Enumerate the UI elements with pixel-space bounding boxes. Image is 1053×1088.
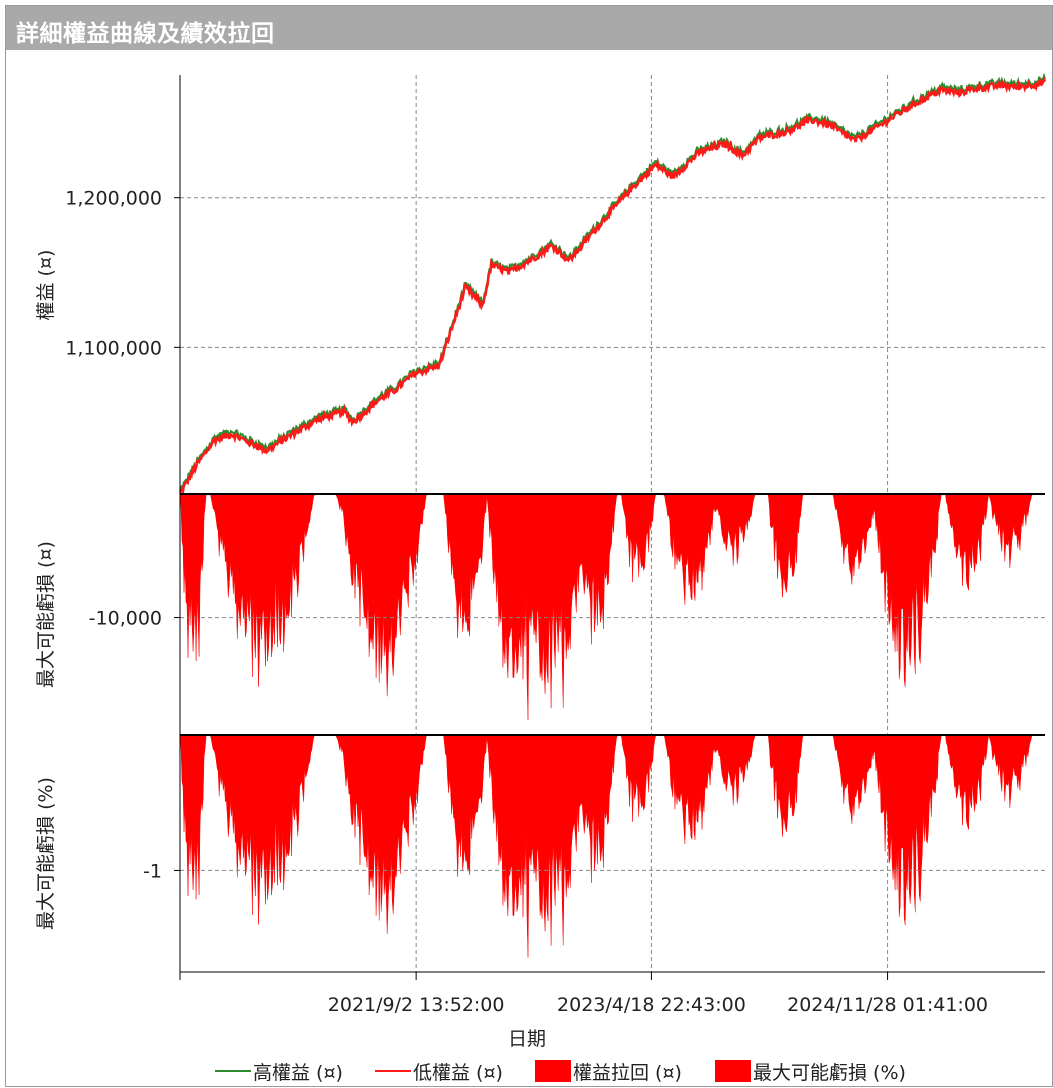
drawdown-area-pct [179, 734, 1045, 958]
legend-label-low-equity: 低權益 (¤) [413, 1061, 503, 1084]
equity-tick-label-1: 1,200,000 [65, 188, 162, 210]
drawdown-area-abs [179, 493, 1045, 721]
equity-axis-title: 權益 (¤) [35, 250, 57, 321]
legend-label-equity-pullback: 權益拉回 (¤) [573, 1061, 682, 1084]
legend-swatch-low-equity [375, 1070, 411, 1072]
x-tick-label-1: 2023/4/18 22:43:00 [557, 994, 746, 1016]
drawdown-axis-title-abs: 最大可能虧損 (¤) [35, 541, 57, 688]
legend-item-equity-pullback: 權益拉回 (¤) [535, 1058, 682, 1084]
equity-drawdown-chart: 1,100,000 1,200,000 權益 (¤) -10,000 最大可能虧損 (¤… [35, 72, 1047, 1050]
window-title: 詳細權益曲線及績效拉回 [16, 21, 275, 47]
x-tick-label-0: 2021/9/2 13:52:00 [328, 994, 505, 1016]
x-tick-label-2: 2024/11/28 01:41:00 [787, 994, 988, 1016]
drawdown-tick-label-abs-0: -10,000 [89, 608, 162, 630]
legend-label-high-equity: 高權益 (¤) [253, 1061, 343, 1084]
legend-item-high-equity: 高權益 (¤) [215, 1058, 343, 1084]
legend: 高權益 (¤) 低權益 (¤) 權益拉回 (¤) 最大可能虧損 (%) [0, 1058, 1053, 1084]
legend-item-max-loss-pct: 最大可能虧損 (%) [715, 1058, 906, 1084]
x-axis-title: 日期 [508, 1028, 546, 1050]
legend-label-max-loss-pct: 最大可能虧損 (%) [753, 1061, 906, 1084]
title-bar: 詳細權益曲線及績效拉回 [6, 6, 1052, 50]
legend-swatch-high-equity [215, 1070, 251, 1072]
legend-swatch-max-loss-pct [715, 1060, 751, 1082]
legend-item-low-equity: 低權益 (¤) [375, 1058, 503, 1084]
low-equity-line [178, 75, 1047, 495]
drawdown-axis-title-pct: 最大可能虧損 (%) [35, 777, 57, 930]
legend-swatch-equity-pullback [535, 1060, 571, 1082]
equity-tick-label-0: 1,100,000 [65, 337, 162, 359]
drawdown-tick-label-pct-0: -1 [143, 860, 162, 882]
